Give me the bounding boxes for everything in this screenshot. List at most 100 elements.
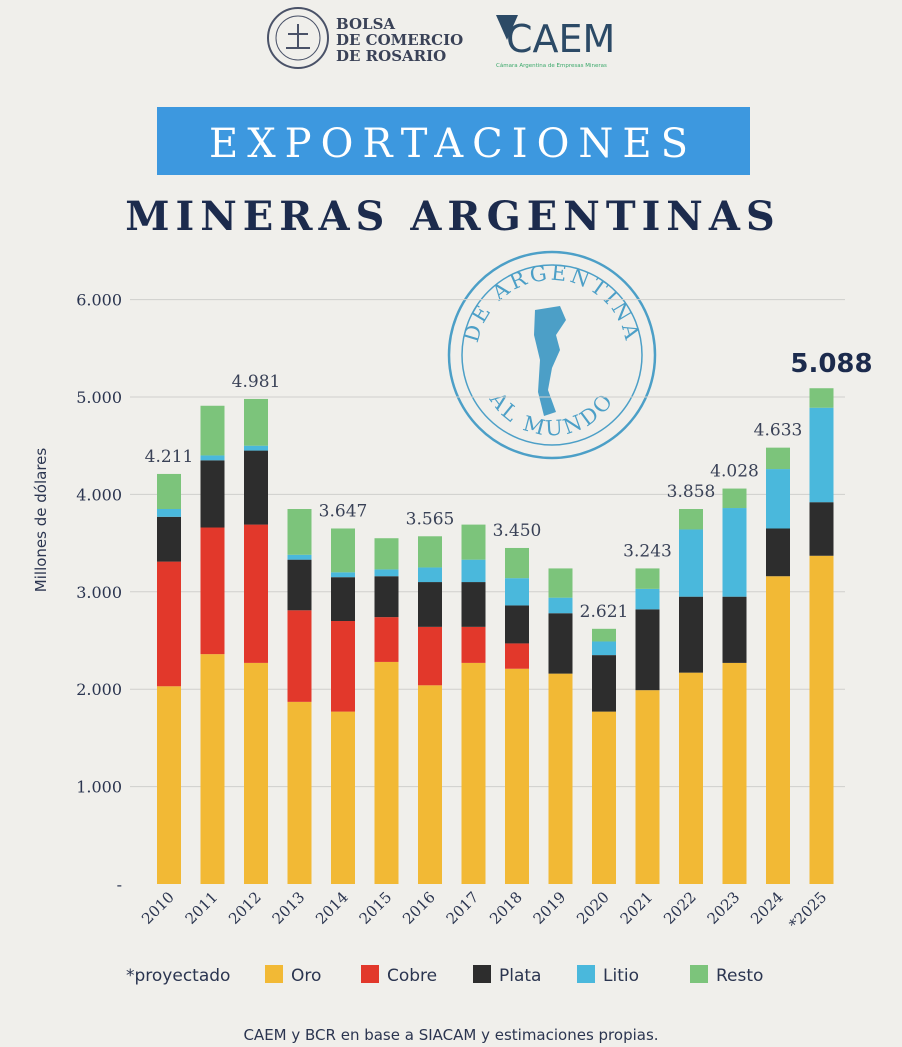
x-tick-label: 2011 [182,888,222,928]
x-tick-label: 2020 [573,888,613,928]
caem-subtitle: Cámara Argentina de Empresas Mineras [496,62,607,69]
x-tick-label: 2012 [225,888,265,928]
bar-resto-2021 [635,568,660,589]
bar-resto-2025 [809,388,834,408]
legend-label-oro: Oro [291,966,321,986]
data-label: 3.565 [406,509,455,529]
source-note: CAEM y BCR en base a SIACAM y estimacion… [243,1026,658,1044]
data-label: 4.211 [145,447,194,467]
bar-plata-2014 [331,577,355,622]
bar-plata-2013 [287,559,312,611]
x-tick-label: 2014 [312,888,352,928]
bar-oro-2023 [722,662,747,884]
legend-label-litio: Litio [603,966,639,986]
logo1-line2: DE COMERCIO [336,31,463,49]
bar-oro-2014 [331,711,355,884]
data-label: 4.028 [710,462,759,482]
bar-resto-2016 [418,536,442,568]
logo1-line1: BOLSA [336,15,395,33]
x-tick-label: *2025 [785,888,830,933]
legend-swatch-oro [265,965,283,983]
bar-plata-2018 [505,605,529,644]
bar-plata-2011 [200,460,225,528]
bar-litio-2018 [505,578,529,606]
x-tick-label: 2021 [617,888,657,928]
argentina-map-icon [534,306,566,416]
bar-litio-2012 [244,445,268,451]
bar-cobre-2013 [287,610,312,702]
bar-oro-2016 [418,685,442,884]
bar-litio-2021 [635,588,660,610]
bar-plata-2020 [592,655,616,712]
legend-swatch-litio [577,965,595,983]
y-tick-label: - [117,875,122,894]
bar-resto-2022 [679,509,703,530]
title-line1: EXPORTACIONES [209,121,697,167]
bar-oro-2018 [505,668,529,884]
legend-swatch-plata [473,965,491,983]
title-line2: MINERAS ARGENTINAS [125,193,781,240]
x-tick-label: 2019 [530,888,570,928]
bar-plata-2015 [374,576,399,618]
bar-resto-2011 [200,405,225,456]
x-tick-label: 2013 [269,888,309,928]
bar-litio-2011 [200,455,225,461]
bar-plata-2021 [635,609,660,691]
x-tick-label: 2023 [704,888,744,928]
bar-plata-2019 [548,613,573,674]
data-label: 4.633 [754,421,803,441]
caem-logo: CAEM Cámara Argentina de Empresas Minera… [496,15,615,69]
data-label: 3.243 [623,541,672,561]
bar-resto-2010 [157,473,181,510]
bar-litio-2025 [809,407,834,503]
bar-litio-2023 [722,508,747,597]
bar-litio-2013 [287,554,312,560]
x-tick-label: 2022 [660,888,700,928]
data-label: 3.450 [493,521,542,541]
bar-litio-2010 [157,509,181,517]
bar-plata-2010 [157,516,181,562]
y-tick-label: 2.000 [76,680,122,699]
bar-oro-2015 [374,661,399,884]
bar-oro-2021 [635,690,660,884]
y-axis-label: Millones de dólares [32,448,50,593]
logo1-line3: DE ROSARIO [336,47,446,65]
bar-litio-2015 [374,569,399,577]
x-tick-label: 2024 [747,888,787,928]
bar-resto-2020 [592,628,616,642]
title-box [157,107,750,175]
bar-cobre-2016 [418,626,442,686]
bar-plata-2016 [418,582,442,627]
seal-stamp: DE ARGENTINA AL MUNDO [447,250,657,460]
data-label: 3.647 [319,501,368,521]
bar-cobre-2015 [374,617,399,662]
bar-oro-2022 [679,672,703,884]
bar-resto-2017 [461,524,486,560]
x-tick-label: 2016 [399,888,439,928]
bar-resto-2013 [287,509,312,555]
bar-litio-2016 [418,567,442,583]
bar-cobre-2010 [157,561,181,687]
bar-resto-2015 [374,538,399,570]
legend-label-resto: Resto [716,966,763,986]
bar-plata-2025 [809,502,834,556]
bar-resto-2014 [331,528,355,573]
bar-oro-2012 [244,662,268,884]
data-label: 5.088 [790,349,872,379]
bar-cobre-2017 [461,626,486,663]
bar-plata-2017 [461,582,486,627]
y-tick-label: 5.000 [76,388,122,407]
legend-swatch-cobre [361,965,379,983]
bar-litio-2017 [461,559,486,583]
bar-resto-2018 [505,547,529,579]
bar-resto-2012 [244,398,268,446]
bar-resto-2024 [766,447,790,470]
y-tick-label: 1.000 [76,778,122,797]
bar-oro-2024 [766,576,790,884]
x-tick-label: 2015 [356,888,396,928]
bcr-logo: BOLSA DE COMERCIO DE ROSARIO [267,7,463,69]
legend-note: *proyectado [126,966,230,986]
y-tick-label: 3.000 [76,583,122,602]
legend-label-cobre: Cobre [387,966,437,986]
